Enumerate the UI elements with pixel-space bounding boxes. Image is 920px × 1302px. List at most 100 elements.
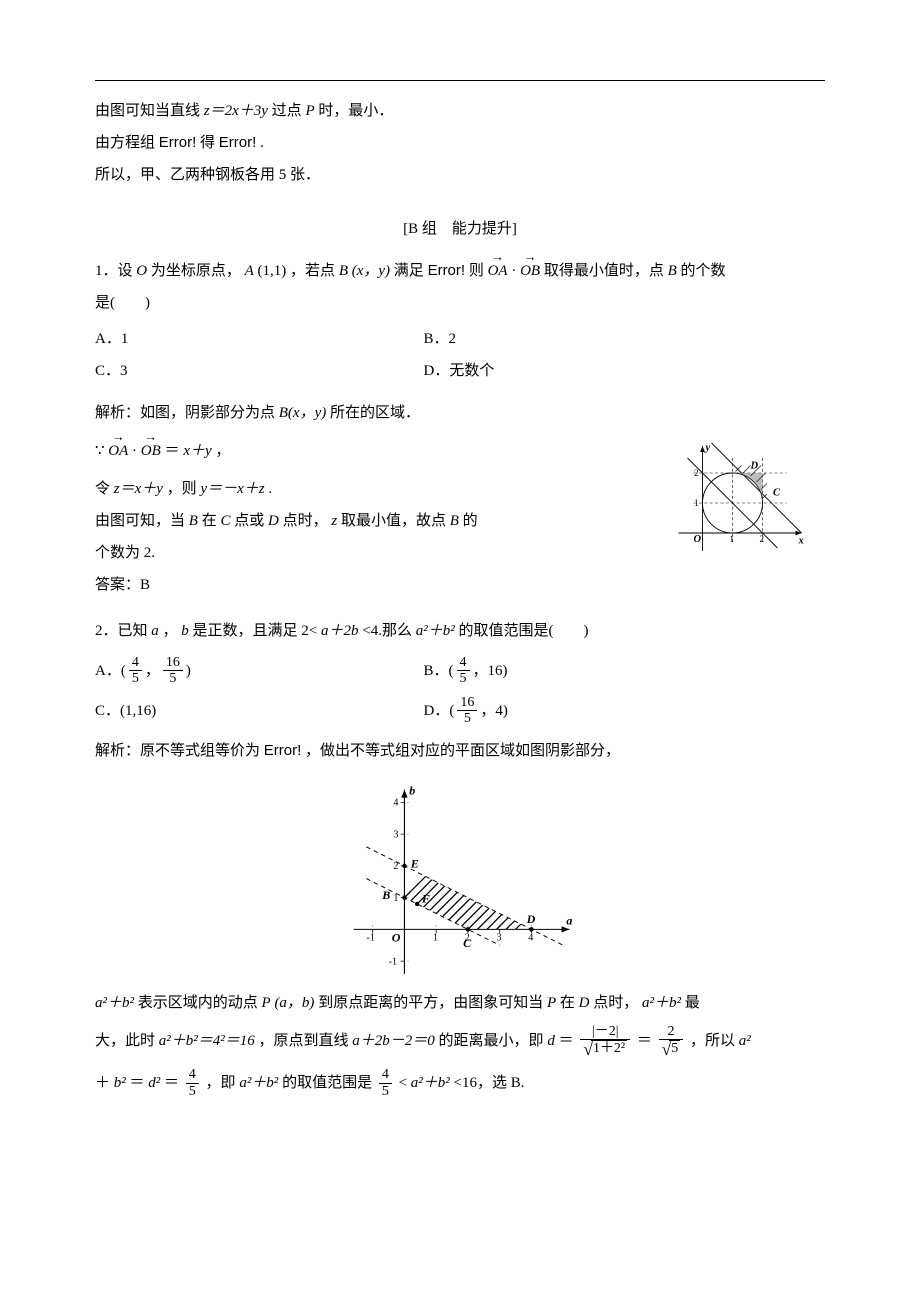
num: 16 [457,695,477,711]
radicand: 1＋2² [591,1040,627,1058]
txt: 到原点距离的平方，由图象可知当 [318,995,547,1011]
opt-label: D． [424,699,450,723]
q1-stem: 1．设 O 为坐标原点， A (1,1) ，若点 B (x，y) 满足 Erro… [95,259,825,283]
paren: ( [449,659,454,683]
figure-2: b a O E B F C D -1 1 2 3 4 1 2 3 4 -1 [330,777,590,977]
var: B [450,513,459,529]
txt: 的取值范围是 [282,1075,372,1091]
coord: (x，y) [352,263,390,279]
expr: B(x，y) [279,405,326,421]
point-B-label: B [381,888,390,902]
txt: 是正数，且满足 2< [193,623,318,639]
var-A: A [245,263,254,279]
option-C: C．3 [95,359,424,383]
txt: 由方程组 [95,135,155,151]
den: √1＋2² [580,1040,630,1058]
expr: a＋2b [321,623,359,639]
eq: ＝ [165,443,180,459]
den: √5 [659,1040,684,1058]
txt: 在 [560,995,579,1011]
txt: . [268,481,272,497]
txt: 由图可知，当 [95,513,189,529]
txt: ， [215,443,230,459]
den: 5 [163,671,183,686]
txt: 的取值范围是( ) [458,623,588,639]
expr: a²＋b² [416,623,455,639]
comma: ， [145,659,160,683]
var: C [220,513,230,529]
tick: 4 [393,797,398,808]
num: 16 [163,655,183,671]
txt: 点或 [234,513,268,529]
point-E-label: E [410,856,419,870]
paren: ( [121,659,126,683]
txt: 令 [95,481,114,497]
dot: · [132,443,137,459]
txt: 2．已知 [95,623,151,639]
var: z [331,513,337,529]
eq: ＝ [559,1033,574,1049]
option-C: C． (1,16) [95,695,424,727]
q2-options: A． ( 45 ， 165 ) B． ( 45 ， 16 ) C． (1,16)… [95,651,825,731]
txt: 的距离最小，即 [439,1033,548,1049]
option-D: D． ( 165 ， 4 ) [424,695,753,727]
num: 4 [379,1067,392,1083]
error-token: Error! [159,134,197,151]
txt: 由图可知当直线 [95,103,204,119]
option-B: B．2 [424,327,753,351]
txt: ，做出不等式组对应的平面区域如图阴影部分， [305,743,620,759]
tick: -1 [366,932,374,943]
page-rule [95,80,825,81]
section-b-header: [B 组 能力提升] [95,217,825,241]
txt: 所在的区域． [330,405,420,421]
eq: z＝2x＋3y [204,103,268,119]
txt: 为坐标原点， [151,263,241,279]
txt: 点时， [283,513,328,529]
expr: b² [114,1075,126,1091]
txt: 大，此时 [95,1033,159,1049]
tick: 3 [393,829,398,840]
expr: a² [739,1033,751,1049]
var: P [262,995,271,1011]
tick-2: 2 [760,534,765,544]
var: a [151,623,159,639]
origin-label: O [392,930,401,944]
expr: x＋y [183,443,211,459]
question-2: 2．已知 a ， b 是正数，且满足 2< a＋2b <4.那么 a²＋b² 的… [95,619,825,1100]
fraction: 45 [457,655,470,687]
opt-label: A． [95,659,121,683]
dot: · [511,263,516,279]
opt-label: B． [424,659,449,683]
point-C-label: C [773,488,781,499]
vector-OB: OB [520,259,540,283]
expr: a＋2b－2＝0 [352,1033,435,1049]
fraction: 45 [129,655,142,687]
txt: 取最小值，故点 [341,513,450,529]
tick: 3 [497,932,502,943]
var-B: B [668,263,677,279]
txt: 时，最小． [318,103,393,119]
fraction: |－2| √1＋2² [580,1024,630,1058]
coord: (1,1) [258,263,287,279]
num: 2 [659,1024,684,1040]
tick-1y: 1 [694,498,699,508]
txt: 得 [200,135,215,151]
option-D: D．无数个 [424,359,753,383]
den: 5 [129,671,142,686]
paren: ) [503,699,508,723]
txt: <4.那么 [362,623,415,639]
comma: ， [480,699,495,723]
option-A: A．1 [95,327,424,351]
coord: (a，b) [274,995,314,1011]
val: 16 [488,659,503,683]
point-D-label: D [750,461,759,472]
txt: 取得最小值时，点 [544,263,668,279]
var-O: O [136,263,147,279]
tick: 1 [433,932,438,943]
den: 5 [379,1084,392,1099]
fraction: 45 [379,1067,392,1099]
opt-label: C． [95,699,120,723]
option-B: B． ( 45 ， 16 ) [424,655,753,687]
tick: -1 [389,956,397,967]
axis-b-label: b [409,783,415,797]
